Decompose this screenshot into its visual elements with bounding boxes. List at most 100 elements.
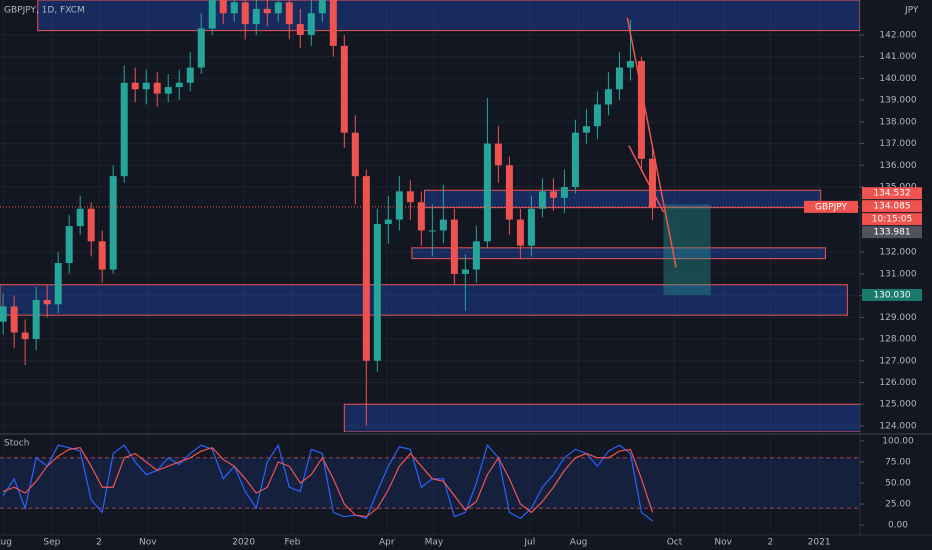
zone <box>37 0 860 32</box>
target-box <box>663 204 711 295</box>
candle-body <box>43 299 51 305</box>
candle-body <box>54 263 62 305</box>
x-tick-label: Jul <box>523 538 535 548</box>
trend-line <box>626 17 677 268</box>
countdown-label-bg <box>862 213 922 226</box>
candle-body <box>538 191 546 209</box>
candle-body <box>527 208 535 246</box>
x-tick-label: May <box>425 538 444 548</box>
candle-body <box>428 230 436 232</box>
price-axis-pane <box>860 0 932 535</box>
candle-body <box>32 299 40 340</box>
y-tick-label: 125.000 <box>879 400 916 410</box>
x-tick-label: Nov <box>139 538 157 548</box>
zone <box>343 403 860 432</box>
x-tick-label: 2021 <box>808 538 831 548</box>
stoch-pane <box>0 436 860 535</box>
high-label: 134.532 <box>873 189 910 199</box>
candle-body <box>186 67 194 83</box>
bid-label-bg <box>862 226 922 239</box>
high-label-bg <box>862 187 922 200</box>
candle-body <box>219 0 227 14</box>
candle-body <box>417 202 425 231</box>
x-tick-label: Sep <box>43 538 60 548</box>
y-tick-label: 127.000 <box>879 356 916 366</box>
candle-body <box>329 0 337 46</box>
x-tick-label: 2 <box>768 538 774 548</box>
candle-body <box>285 2 293 25</box>
candle-body <box>307 13 315 35</box>
candle-body <box>197 28 205 68</box>
x-tick-label: Nov <box>714 538 732 548</box>
candle-body <box>142 82 150 90</box>
candle-body <box>131 82 139 90</box>
candle-body <box>351 132 359 177</box>
candle-body <box>296 24 304 35</box>
candle-body <box>461 269 469 274</box>
currency-label: JPY <box>904 6 919 16</box>
candle-body <box>98 241 106 270</box>
x-tick-label: Feb <box>284 538 300 548</box>
candle-body <box>439 219 447 231</box>
y-tick-label: 131.000 <box>879 269 916 279</box>
candle-body <box>472 241 480 270</box>
candle-body <box>10 306 18 333</box>
candle-body <box>340 45 348 133</box>
candle-body <box>582 126 590 133</box>
y-tick-label: 100.00 <box>882 436 914 446</box>
candle-body <box>593 104 601 127</box>
candle-body <box>263 8 271 14</box>
x-tick-label: Apr <box>379 538 395 548</box>
zone <box>423 189 822 209</box>
stoch-line <box>2 443 653 522</box>
stoch-title: Stoch <box>4 439 29 449</box>
x-tick-label: Oct <box>667 538 683 548</box>
x-tick-label: Aug <box>0 538 12 548</box>
candle-body <box>395 191 403 220</box>
y-tick-label: 140.000 <box>879 74 916 84</box>
y-tick-label: 132.000 <box>879 248 916 258</box>
candle-body <box>208 0 216 29</box>
target-label-bg <box>862 288 922 301</box>
candle-body <box>109 176 117 270</box>
y-tick-label: 75.00 <box>885 457 911 467</box>
candle-body <box>505 165 513 220</box>
candle-body <box>318 0 326 14</box>
y-tick-label: 137.000 <box>879 139 916 149</box>
candle-body <box>373 223 381 361</box>
stoch-band <box>0 457 860 509</box>
candle-body <box>604 89 612 105</box>
y-tick-label: 142.000 <box>879 30 916 40</box>
x-tick-label: 2 <box>96 538 102 548</box>
candle-body <box>252 8 260 25</box>
candle-body <box>450 219 458 274</box>
candle-body <box>571 132 579 188</box>
candle-body <box>164 87 172 94</box>
candle-body <box>637 61 645 159</box>
candle-body <box>384 219 392 224</box>
x-tick-label: Aug <box>570 538 588 548</box>
y-tick-label: 124.000 <box>879 421 916 431</box>
candle-body <box>494 143 502 166</box>
y-tick-label: 126.000 <box>879 378 916 388</box>
candle-body <box>87 208 95 242</box>
y-tick-label: 0.00 <box>888 521 908 531</box>
y-tick-label: 25.00 <box>885 500 911 510</box>
candle-body <box>648 158 656 207</box>
last-price-label-bg <box>862 200 922 213</box>
axes: Aug Sep 2 Nov 2020 Feb Apr May Jul Aug Oct Nov 2 2021… <box>0 30 922 548</box>
candle-body <box>274 2 282 14</box>
candle-body <box>120 82 128 177</box>
trend-line <box>628 145 665 213</box>
candle-body <box>21 332 29 340</box>
zone <box>0 284 848 316</box>
candle-body <box>76 208 84 227</box>
last-price-label: 134.085 <box>873 202 910 212</box>
candle-body <box>175 82 183 88</box>
target-label: 130.030 <box>873 290 910 300</box>
y-tick-label: 139.000 <box>879 96 916 106</box>
zone <box>411 247 826 260</box>
bid-label: 133.981 <box>873 228 910 238</box>
y-tick-label: 141.000 <box>879 52 916 62</box>
